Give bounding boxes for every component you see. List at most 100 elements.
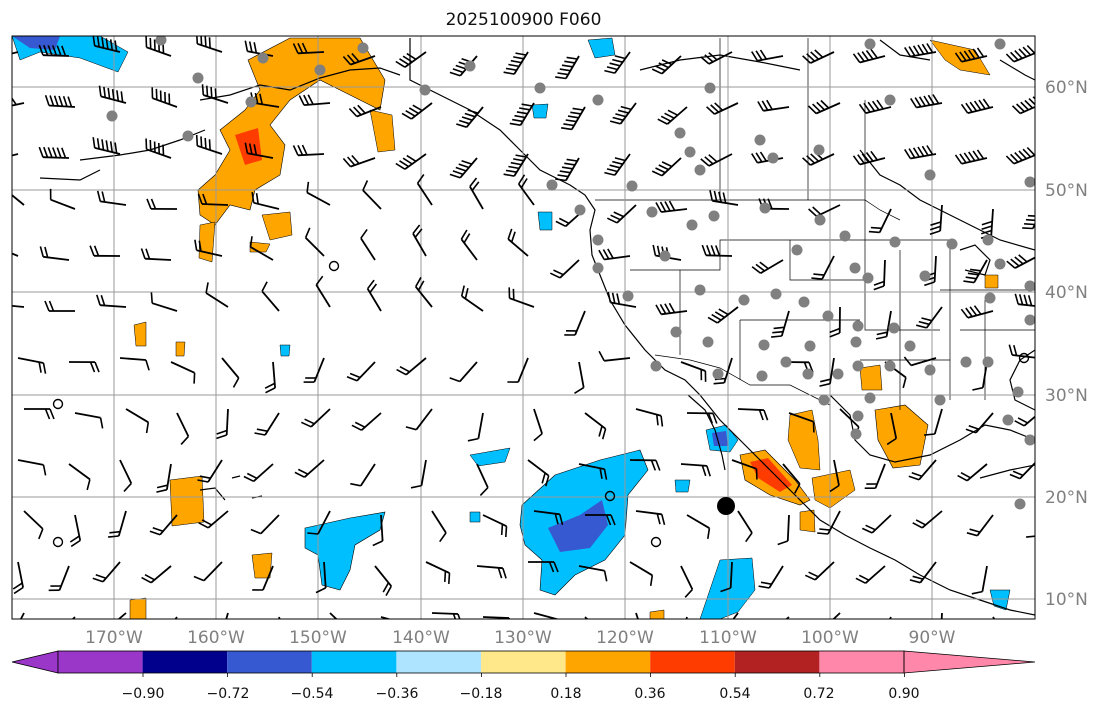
wind-barb: [732, 612, 739, 619]
wind-barb: [395, 153, 427, 170]
station-dot: [694, 284, 706, 296]
wind-barb: [954, 149, 988, 165]
station-dot: [1024, 434, 1035, 446]
wind-barb: [965, 412, 994, 434]
station-dot: [712, 368, 724, 380]
wind-barb: [737, 510, 753, 543]
station-dot: [419, 84, 431, 96]
wind-barb: [23, 510, 44, 540]
wind-barb: [888, 616, 892, 619]
wind-barb: [380, 616, 392, 619]
wind-barb: [476, 565, 507, 579]
wind-barb: [198, 510, 229, 529]
colorbar-segment: [565, 651, 651, 673]
station-dot: [822, 310, 834, 322]
station-dot: [1002, 414, 1014, 426]
wind-barb: [221, 357, 240, 388]
station-dot: [839, 230, 851, 242]
wind-barb: [1026, 535, 1035, 538]
wind-barb: [482, 514, 508, 538]
colorbar-tick-label: −0.36: [376, 686, 419, 702]
station-dot: [791, 244, 803, 256]
station-dot: [702, 336, 714, 348]
wind-barb: [89, 245, 121, 257]
lat-axis: 60°N 50°N 40°N 30°N 20°N 10°N: [1045, 78, 1088, 610]
location-marker: [717, 497, 735, 515]
wind-barb: [904, 145, 937, 160]
station-dot: [622, 290, 634, 302]
wind-barb: [197, 193, 229, 206]
wind-barb: [875, 310, 892, 340]
station-dot: [592, 262, 604, 274]
wind-barb: [924, 408, 943, 436]
station-dot: [646, 206, 658, 218]
colorbar: [11, 650, 1036, 677]
wind-barb: [196, 36, 223, 53]
wind-barb: [829, 459, 840, 493]
wind-barb: [460, 229, 478, 261]
colorbar-tick-label: −0.54: [291, 686, 334, 702]
wind-barb: [170, 361, 196, 384]
wind-barb: [651, 55, 682, 75]
wind-barb: [96, 294, 127, 308]
colorbar-tick-label: −0.72: [207, 686, 250, 702]
wind-barb: [449, 361, 478, 383]
wind-barb: [195, 134, 223, 155]
station-dot: [534, 82, 546, 94]
station-dot: [864, 392, 876, 404]
colorbar-tick-label: −0.18: [460, 686, 503, 702]
wind-barb: [140, 248, 172, 261]
colorbar-segment: [734, 651, 820, 673]
wind-barb: [971, 565, 988, 595]
wind-barb: [855, 565, 886, 584]
wind-barb: [782, 463, 801, 494]
wind-barb: [410, 459, 427, 489]
wind-barb: [342, 52, 376, 66]
colorbar-tick-label: −0.90: [122, 686, 165, 702]
wind-barb: [374, 565, 393, 596]
lon-label: 90°W: [909, 628, 956, 648]
station-dot: [314, 64, 326, 76]
wind-barb: [68, 463, 91, 491]
wind-barb: [425, 561, 451, 584]
wind-barb: [145, 138, 172, 159]
wind-barb: [372, 514, 384, 547]
wind-barb: [635, 612, 639, 619]
station-dot: [852, 410, 864, 422]
wind-barb: [757, 99, 790, 112]
wind-barb: [146, 198, 178, 210]
station-dot: [904, 340, 916, 352]
wind-barb: [680, 565, 694, 598]
wind-barb: [909, 561, 937, 584]
station-dot: [960, 356, 972, 368]
wind-barb: [249, 236, 274, 261]
station-dot: [934, 394, 946, 406]
wind-barb: [278, 616, 281, 619]
colorbar-tick-label: 0.90: [888, 686, 919, 702]
wind-barb: [225, 612, 229, 619]
wind-barb: [251, 191, 280, 210]
wind-barb: [351, 412, 382, 431]
station-dot: [592, 234, 604, 246]
station-dot: [758, 339, 770, 351]
station-dot: [889, 236, 901, 248]
wind-barb: [329, 612, 338, 619]
wind-barb: [401, 102, 433, 120]
wind-barb: [680, 463, 711, 477]
wind-barb: [817, 510, 841, 535]
wind-barb: [886, 412, 898, 446]
station-dot: [650, 360, 662, 372]
station-dot: [852, 320, 864, 332]
station-dot: [245, 96, 257, 108]
wind-barb: [517, 174, 535, 206]
wind-barb: [751, 49, 784, 62]
station-dot: [1014, 498, 1026, 510]
wind-barb: [651, 157, 682, 177]
wind-barb: [12, 304, 25, 308]
station-dot: [832, 368, 844, 380]
station-dot: [798, 296, 810, 308]
colorbar-segment: [650, 651, 735, 673]
wind-barb: [12, 561, 24, 595]
wind-barb: [555, 55, 580, 80]
